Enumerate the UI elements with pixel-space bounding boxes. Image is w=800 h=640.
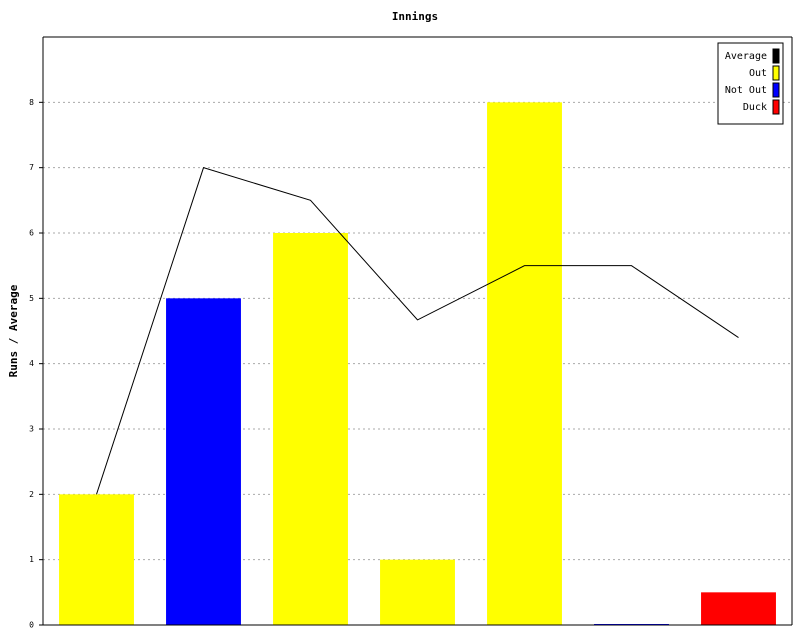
y-tick-label: 0 — [29, 621, 34, 630]
legend-label: Out — [749, 68, 767, 79]
legend-label: Average — [725, 51, 767, 62]
legend-label: Duck — [743, 102, 767, 113]
bar — [59, 494, 134, 625]
bar — [380, 559, 455, 625]
y-tick-label: 6 — [29, 229, 34, 238]
y-tick-label: 3 — [29, 425, 34, 434]
y-tick-label: 2 — [29, 490, 34, 499]
bar — [166, 298, 241, 625]
bar — [487, 102, 562, 626]
legend-swatch — [772, 82, 780, 98]
legend-swatch — [772, 48, 780, 64]
legend-label: Not Out — [725, 85, 767, 96]
y-tick-label: 8 — [29, 98, 34, 107]
legend-box — [717, 42, 784, 125]
legend-swatch — [772, 65, 780, 81]
y-tick-label: 5 — [29, 294, 34, 303]
average-line — [96, 167, 739, 495]
y-tick-label: 4 — [29, 359, 34, 368]
bar — [701, 592, 776, 625]
y-axis-label: Runs / Average — [7, 284, 20, 377]
y-tick-label: 1 — [29, 555, 34, 564]
y-tick-label: 7 — [29, 163, 34, 172]
bar — [273, 233, 348, 625]
chart-title: Innings — [392, 10, 438, 23]
legend-swatch — [772, 99, 780, 115]
